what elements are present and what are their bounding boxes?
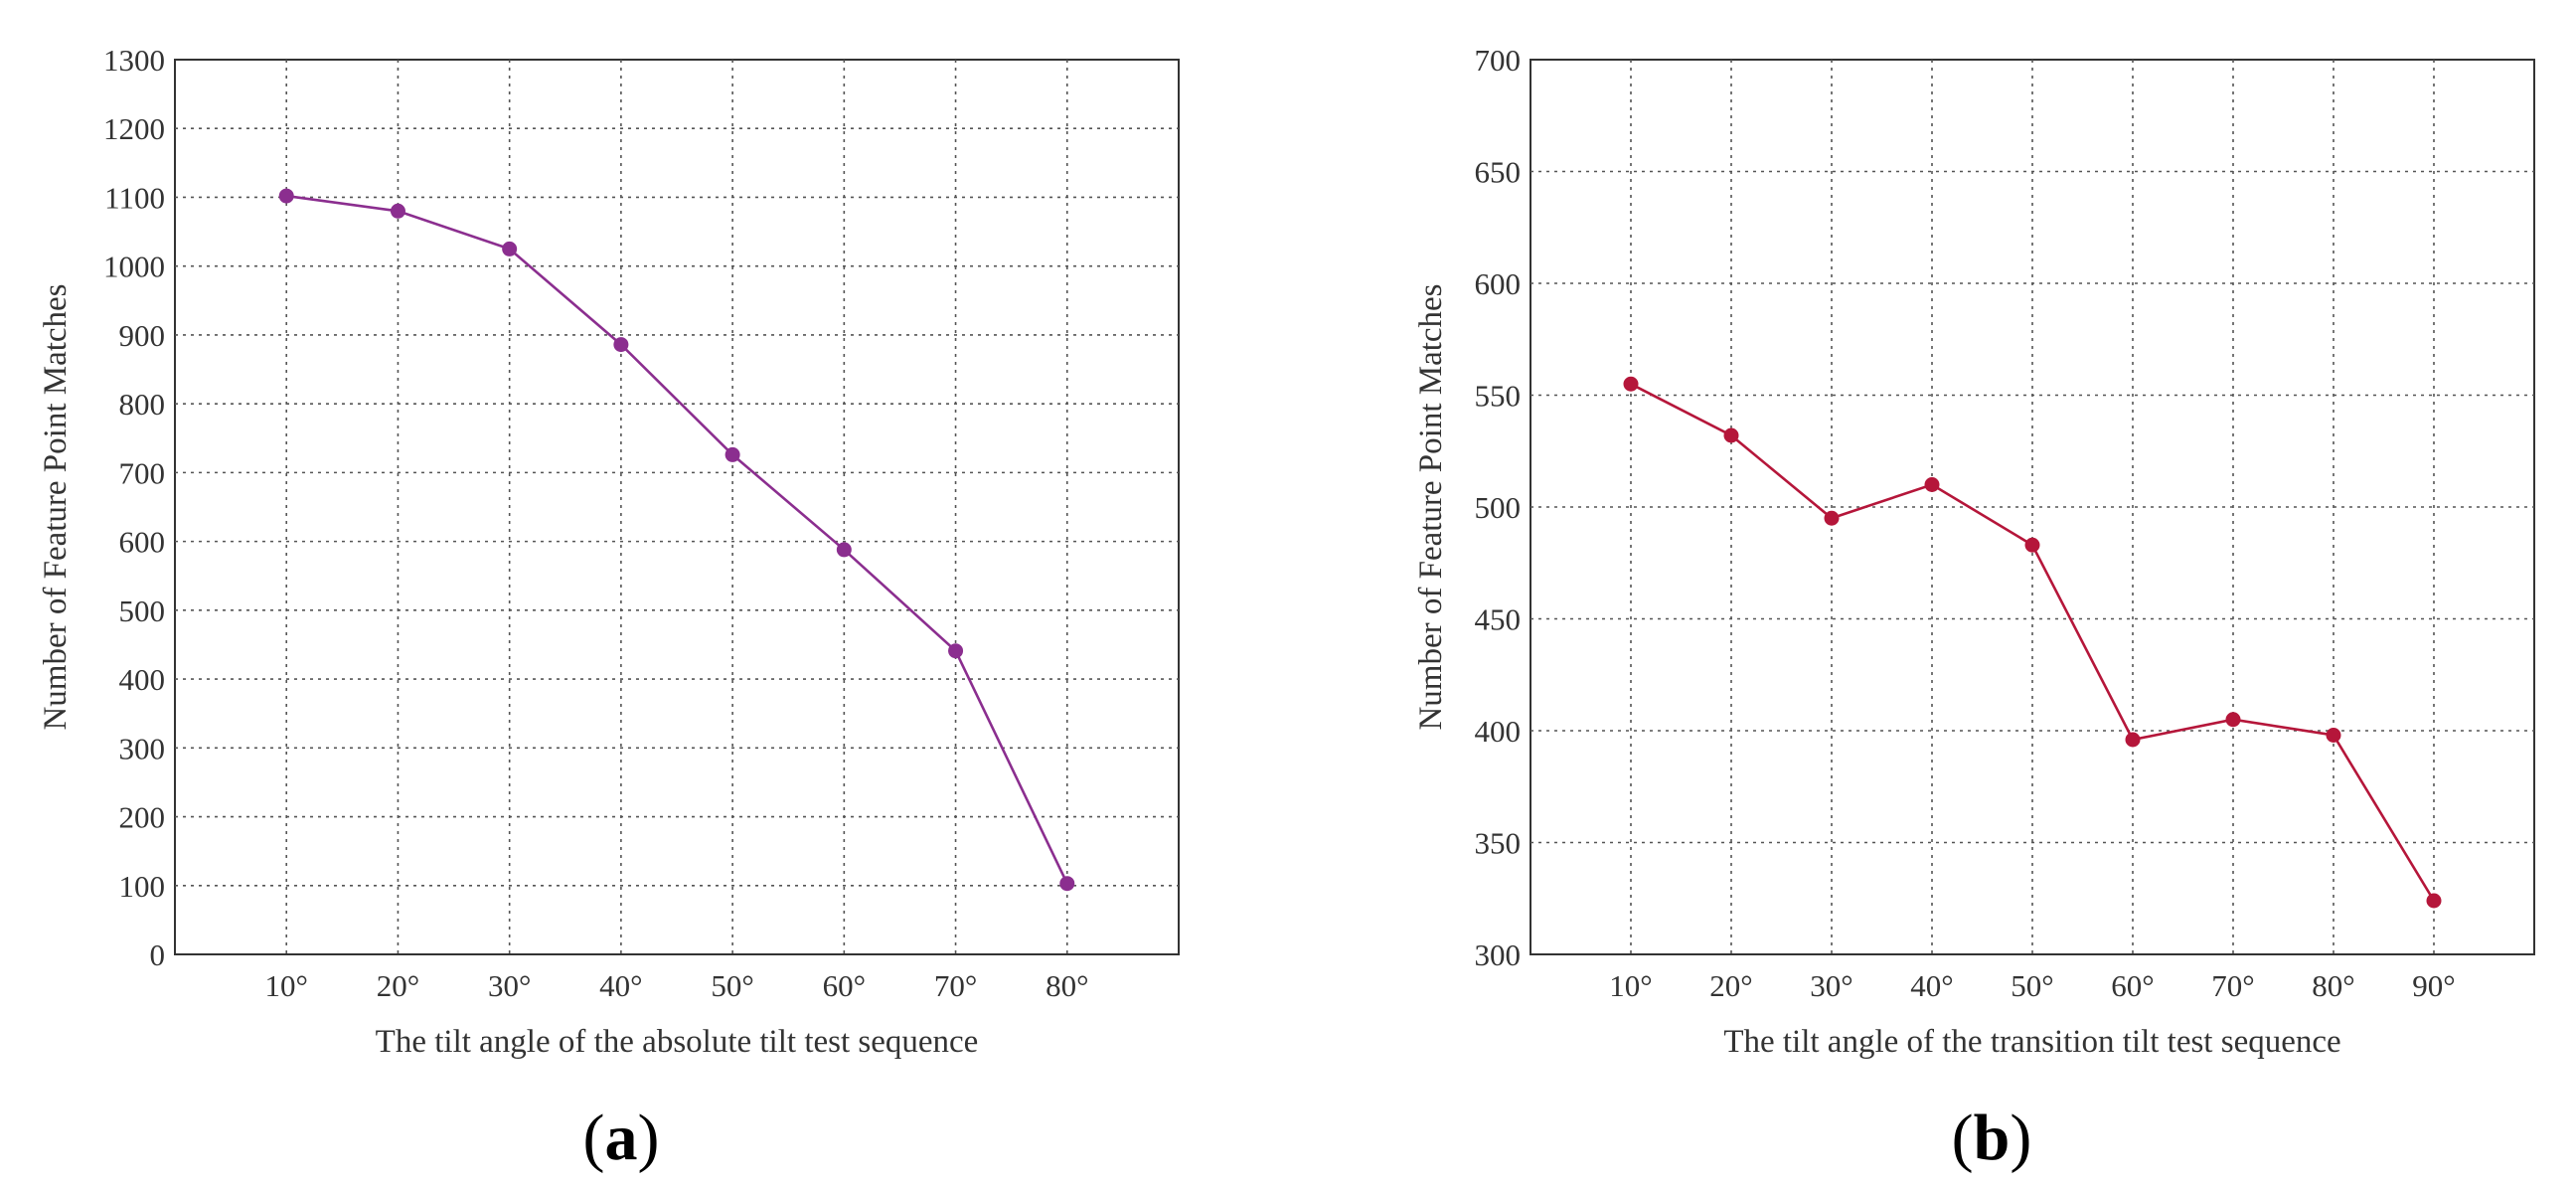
x-tick-label: 40°: [1910, 968, 1953, 1003]
data-point: [2326, 728, 2341, 743]
y-tick-label: 200: [119, 800, 166, 835]
x-tick-label: 30°: [488, 968, 531, 1003]
x-tick-label: 10°: [1609, 968, 1652, 1003]
x-tick-label: 50°: [711, 968, 753, 1003]
y-tick-label: 650: [1475, 155, 1522, 190]
data-point: [502, 241, 518, 256]
y-tick-label: 500: [119, 594, 166, 628]
data-point: [613, 337, 629, 353]
panel-label-b: (b): [1952, 1102, 2032, 1174]
y-tick-label: 450: [1475, 602, 1522, 637]
y-tick-label: 350: [1475, 826, 1522, 861]
x-tick-label: 70°: [2211, 968, 2254, 1003]
y-tick-label: 600: [1475, 266, 1522, 301]
data-point: [1059, 876, 1075, 892]
x-ticks-a: 10° 20° 30° 40° 50° 60° 70° 80°: [265, 968, 1089, 1003]
x-tick-label: 80°: [1046, 968, 1088, 1003]
y-ticks-b: 300 350 400 450 500 550 600 650 700: [1475, 43, 1522, 972]
x-tick-label: 60°: [2111, 968, 2154, 1003]
y-tick-label: 1200: [103, 111, 165, 146]
data-point: [724, 446, 740, 462]
data-point: [1924, 477, 1940, 492]
series-a: [278, 188, 1075, 892]
y-ticks-a: 0 100 200 300 400 500 600 700 800 900 1000 1100 1200…: [103, 43, 165, 972]
x-axis-label-a: The tilt angle of the absolute tilt test…: [376, 1024, 979, 1060]
plot-frame-a: [174, 59, 1180, 955]
grid-b: [1530, 60, 2534, 954]
y-tick-label: 700: [119, 455, 166, 490]
x-tick-label: 20°: [1709, 968, 1752, 1003]
data-point: [836, 542, 852, 558]
chart-panel-b: 300 350 400 450 500 550 600 650 700 10° 20° 30° 40°…: [1413, 43, 2535, 1174]
y-tick-label: 1300: [103, 43, 165, 78]
x-tick-label: 60°: [823, 968, 866, 1003]
y-tick-label: 900: [119, 318, 166, 353]
y-tick-label: 1000: [103, 250, 165, 284]
panel-label-a: (a): [583, 1102, 660, 1174]
y-tick-label: 700: [1475, 43, 1522, 78]
series-b: [1623, 376, 2442, 909]
data-point: [948, 643, 964, 659]
y-tick-label: 400: [119, 662, 166, 697]
data-point: [2125, 732, 2141, 748]
panel-label-a-letter: a: [605, 1102, 638, 1174]
x-ticks-b: 10° 20° 30° 40° 50° 60° 70° 80° 90°: [1609, 968, 2455, 1003]
grid-a: [175, 60, 1179, 954]
y-tick-label: 800: [119, 387, 166, 422]
x-tick-label: 40°: [599, 968, 642, 1003]
x-tick-label: 50°: [2011, 968, 2053, 1003]
x-tick-label: 80°: [2312, 968, 2354, 1003]
y-tick-label: 600: [119, 525, 166, 560]
data-point: [2024, 537, 2040, 553]
y-axis-label-b: Number of Feature Point Matches: [1413, 283, 1449, 730]
data-point: [1623, 376, 1639, 392]
y-tick-label: 550: [1475, 379, 1522, 414]
x-tick-label: 90°: [2412, 968, 2455, 1003]
data-point: [278, 188, 294, 204]
data-point: [2426, 893, 2442, 909]
x-tick-label: 70°: [934, 968, 977, 1003]
x-axis-label-b: The tilt angle of the transition tilt te…: [1723, 1024, 2340, 1060]
x-tick-label: 10°: [265, 968, 308, 1003]
data-point: [390, 203, 405, 219]
data-point: [1824, 510, 1840, 526]
series-line: [286, 194, 1068, 885]
y-tick-label: 300: [119, 731, 166, 765]
chart-panel-a: 0 100 200 300 400 500 600 700 800 900 1000 1100 1200…: [38, 43, 1180, 1174]
data-point: [1723, 427, 1739, 443]
x-tick-label: 30°: [1810, 968, 1852, 1003]
panel-label-b-letter: b: [1974, 1102, 2011, 1174]
y-tick-label: 500: [1475, 490, 1522, 525]
y-axis-label-a: Number of Feature Point Matches: [38, 283, 74, 730]
y-tick-label: 300: [1475, 937, 1522, 972]
x-tick-label: 20°: [377, 968, 419, 1003]
y-tick-label: 1100: [104, 180, 165, 215]
data-point: [2225, 712, 2241, 728]
y-tick-label: 0: [150, 937, 166, 972]
y-tick-label: 400: [1475, 714, 1522, 749]
y-tick-label: 100: [119, 869, 166, 904]
